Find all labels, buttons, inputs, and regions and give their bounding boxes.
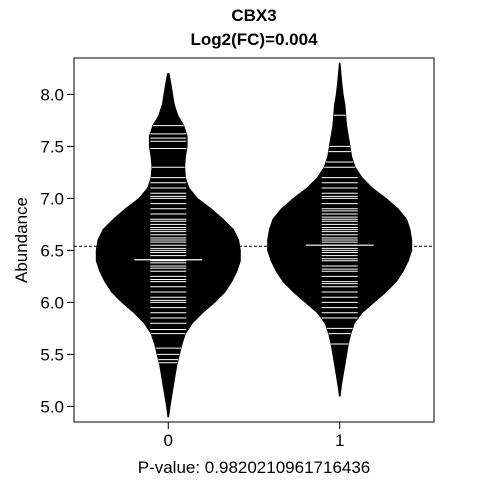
bean-1 <box>267 62 413 397</box>
bean-0 <box>95 73 241 418</box>
y-tick-label: 5.0 <box>40 397 64 416</box>
y-tick-label: 7.0 <box>40 189 64 208</box>
x-tick-label: 1 <box>335 431 344 450</box>
y-tick-label: 8.0 <box>40 85 64 104</box>
bean-layer <box>74 62 434 418</box>
chart-subtitle: Log2(FC)=0.004 <box>190 30 318 49</box>
y-axis: 5.0 5.5 6.0 6.5 7.0 7.5 8.0 <box>40 85 75 416</box>
y-tick-label: 7.5 <box>40 137 64 156</box>
y-tick-label: 5.5 <box>40 345 64 364</box>
y-tick-label: 6.0 <box>40 293 64 312</box>
y-tick-label: 6.5 <box>40 241 64 260</box>
x-tick-label: 0 <box>164 431 173 450</box>
chart-title: CBX3 <box>231 6 276 25</box>
y-axis-label: Abundance <box>12 197 31 283</box>
x-axis-label: P-value: 0.9820210961716436 <box>138 458 371 477</box>
